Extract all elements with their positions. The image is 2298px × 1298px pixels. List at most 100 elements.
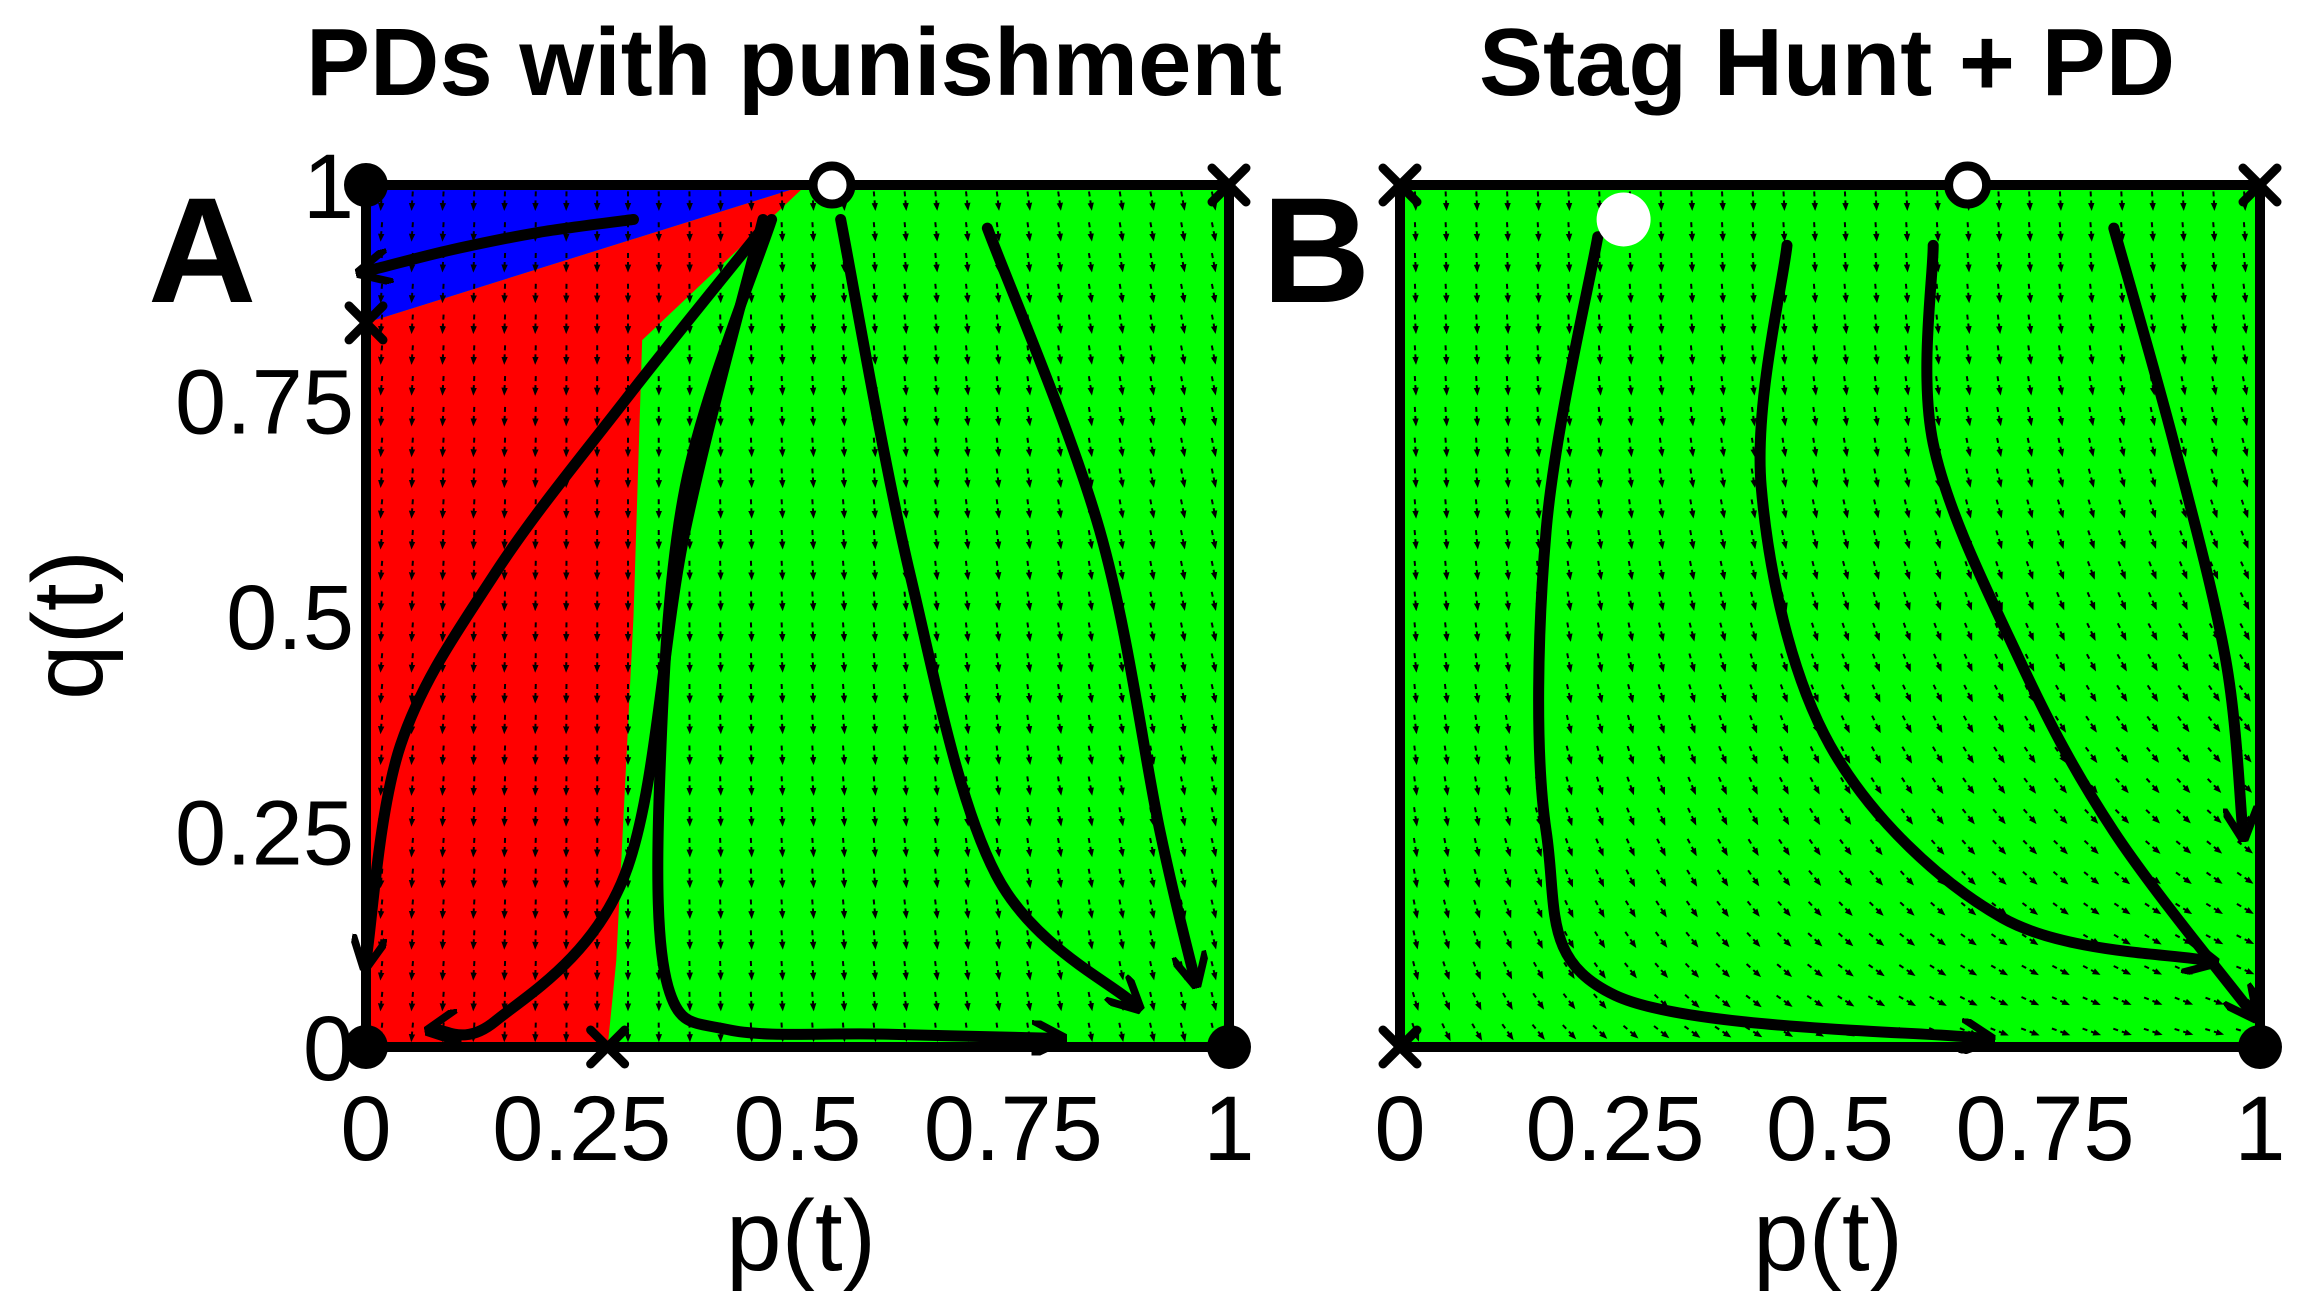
panel-a-field-arrow bbox=[933, 191, 940, 211]
panel-b-field-arrow bbox=[1996, 406, 2003, 427]
panel-b-field-arrow bbox=[1504, 406, 1511, 427]
panel-a-field-arrow bbox=[501, 376, 508, 396]
panel-a-field-arrow bbox=[933, 745, 940, 766]
panel-b-field-arrow bbox=[2236, 903, 2254, 914]
panel-b-field-arrow bbox=[1778, 838, 1790, 856]
panel-b-field-arrow bbox=[1471, 1023, 1483, 1041]
panel-b-field-arrow bbox=[1502, 992, 1513, 1010]
panel-b-field-arrow bbox=[2174, 996, 2194, 1006]
panel-a-field-arrow bbox=[1149, 468, 1156, 488]
panel-b-field-arrow bbox=[1934, 191, 1941, 211]
panel-b-field-arrow bbox=[1443, 868, 1450, 889]
panel-b-field-arrow bbox=[1442, 191, 1450, 211]
panel-a-field-arrow bbox=[501, 468, 508, 489]
panel-a-field-arrow bbox=[532, 437, 539, 458]
panel-a-field-arrow bbox=[532, 376, 539, 396]
panel-a-field-arrow bbox=[1180, 191, 1187, 211]
panel-a-field-arrow bbox=[748, 376, 755, 396]
panel-b-field-arrow bbox=[1965, 314, 1972, 335]
panel-b-field-arrow bbox=[1443, 745, 1450, 765]
panel-a-field-arrow bbox=[1149, 683, 1156, 704]
panel-b-field-arrow bbox=[2057, 345, 2064, 365]
panel-a-field-arrow bbox=[717, 437, 724, 458]
panel-b-field-arrow bbox=[2083, 902, 2100, 915]
panel-b-field-arrow bbox=[2085, 684, 2097, 703]
panel-a-field-arrow bbox=[1087, 283, 1094, 304]
panel-b-field-arrow bbox=[1473, 345, 1481, 365]
panel-a-field-arrow bbox=[995, 437, 1002, 458]
panel-a-field-arrow bbox=[840, 776, 848, 796]
panel-a-region-1 bbox=[366, 185, 807, 1047]
panel-b-field-arrow bbox=[2084, 808, 2099, 824]
panel-a-field-arrow bbox=[1149, 837, 1156, 858]
panel-a-field-arrow bbox=[408, 314, 416, 335]
panel-b-field-arrow bbox=[2057, 222, 2064, 242]
panel-a-field-arrow bbox=[439, 345, 447, 365]
panel-b-field-arrow bbox=[2114, 808, 2130, 824]
panel-a-field-arrow bbox=[532, 930, 539, 950]
panel-a-field-arrow bbox=[748, 930, 755, 950]
panel-b-field-arrow bbox=[1899, 870, 1914, 886]
panel-a-field-arrow bbox=[809, 837, 817, 858]
panel-a-field-arrow bbox=[408, 468, 416, 488]
panel-a-field-arrow bbox=[377, 683, 385, 704]
panel-b-field-arrow bbox=[1932, 746, 1943, 764]
panel-b-field-arrow bbox=[2206, 840, 2223, 854]
panel-b-field-arrow bbox=[2148, 499, 2157, 519]
panel-b-field-arrow bbox=[2180, 191, 2187, 211]
panel-b-field-arrow bbox=[2057, 376, 2064, 396]
panel-a-field-arrow bbox=[871, 776, 878, 796]
panel-b-field-arrow bbox=[1781, 499, 1788, 519]
panel-b-field-arrow bbox=[1842, 437, 1849, 458]
panel-a-field-arrow bbox=[840, 868, 848, 889]
panel-b-field-arrow bbox=[2113, 965, 2132, 975]
panel-b-field-arrow bbox=[2055, 622, 2066, 642]
panel-b-field-arrow bbox=[1627, 499, 1634, 519]
panel-a-field-arrow bbox=[995, 529, 1002, 550]
panel-a-field-arrow bbox=[532, 529, 539, 550]
panel-b-field-arrow bbox=[1990, 964, 2009, 976]
panel-b-field-arrow bbox=[1443, 653, 1450, 673]
panel-a-field-arrow bbox=[748, 191, 755, 211]
panel-a-field-arrow bbox=[964, 960, 971, 981]
panel-a-field-arrow bbox=[1210, 930, 1218, 950]
panel-b-field-arrow bbox=[2208, 623, 2220, 641]
panel-b-field-arrow bbox=[1719, 314, 1726, 335]
panel-a-field-arrow bbox=[840, 653, 848, 673]
panel-a-field-arrow bbox=[964, 1022, 971, 1043]
panel-a-field-arrow bbox=[809, 560, 817, 581]
panel-a-field-arrow bbox=[1118, 899, 1125, 919]
panel-b-field-arrow bbox=[1532, 961, 1544, 980]
panel-a-field-arrow bbox=[871, 283, 878, 304]
panel-b-field-arrow bbox=[1719, 406, 1727, 427]
panel-b-field-arrow bbox=[1626, 745, 1635, 765]
panel-b-field-arrow bbox=[1777, 869, 1791, 887]
panel-b-field-arrow bbox=[1596, 499, 1604, 519]
panel-b-field-arrow bbox=[1535, 222, 1542, 242]
panel-a-field-arrow bbox=[871, 991, 879, 1012]
panel-b-field-arrow bbox=[1996, 314, 2003, 335]
panel-a-field-arrow bbox=[1025, 468, 1033, 488]
panel-b-field-arrow bbox=[1593, 993, 1607, 1009]
panel-b-field-arrow bbox=[1809, 745, 1820, 765]
panel-b-field-arrow bbox=[1504, 252, 1511, 273]
panel-b-field-arrow bbox=[1565, 714, 1573, 735]
panel-b-field-arrow bbox=[2056, 561, 2065, 580]
panel-b-field-arrow bbox=[1934, 530, 1942, 550]
panel-a-field-arrow bbox=[1025, 622, 1033, 642]
panel-a-field-arrow bbox=[964, 406, 971, 427]
panel-b-field-arrow bbox=[2082, 1027, 2102, 1036]
panel-a-field-arrow bbox=[439, 622, 447, 642]
panel-b-field-arrow bbox=[1750, 345, 1757, 365]
panel-b-field-arrow bbox=[2177, 715, 2190, 733]
panel-b-field-arrow bbox=[1689, 499, 1696, 519]
panel-a-field-arrow bbox=[439, 776, 447, 796]
panel-b-field-arrow bbox=[1992, 808, 2006, 825]
panel-b-field-arrow bbox=[1566, 591, 1573, 612]
panel-a-field-arrow bbox=[1180, 622, 1187, 642]
panel-b-field-arrow bbox=[2149, 283, 2156, 304]
panel-a-field-arrow bbox=[501, 437, 508, 458]
panel-a-plot-area: 0 0.25 0.5 0.75 1 0 0.25 0.5 0.75 1 bbox=[175, 136, 1255, 1180]
panel-b-field-arrow bbox=[1443, 560, 1450, 581]
panel-a-trajectory bbox=[366, 213, 640, 271]
